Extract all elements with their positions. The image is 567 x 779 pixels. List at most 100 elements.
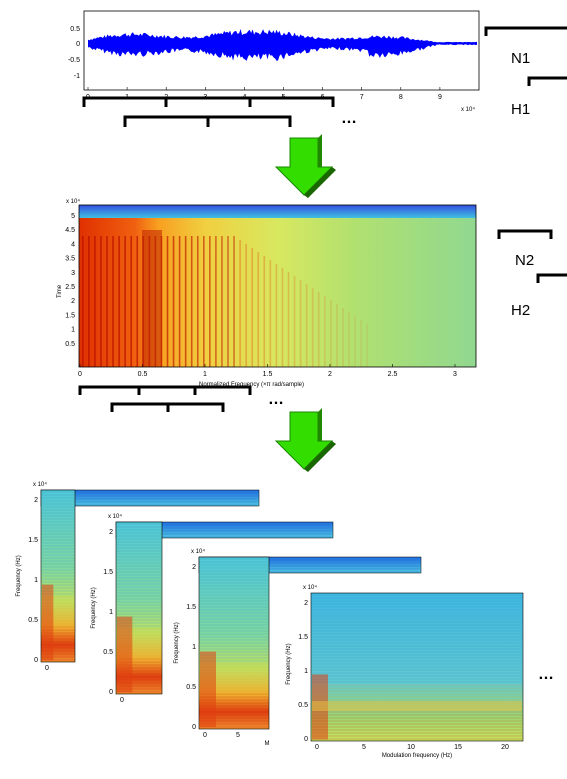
low-mod-band bbox=[42, 584, 54, 661]
spectrogram-y-tick: 5 bbox=[71, 213, 75, 220]
panel-y-tick: 0.5 bbox=[28, 617, 38, 624]
h1-legend: H1 bbox=[511, 76, 567, 118]
panel-x-tick: 5 bbox=[362, 744, 366, 751]
harmonic-stripe bbox=[311, 288, 314, 367]
dense-band bbox=[142, 230, 162, 367]
harmonic-stripe bbox=[190, 236, 193, 367]
ellipsis-1: … bbox=[341, 110, 357, 127]
panel-x-tick: 0 bbox=[120, 697, 124, 704]
harmonic-stripe bbox=[233, 236, 235, 367]
h2-legend: H2 bbox=[511, 273, 567, 319]
n1-legend: N1 bbox=[484, 26, 567, 67]
panel-x-tick: 0 bbox=[203, 732, 207, 739]
spectrogram-x-tick: 2 bbox=[328, 371, 332, 378]
harmonic-stripe bbox=[251, 248, 253, 367]
harmonic-stripe bbox=[209, 236, 211, 367]
svg-text:N1: N1 bbox=[511, 50, 530, 67]
panel-y-tick: 1.5 bbox=[186, 604, 196, 611]
panel-y-label: Frequency (Hz) bbox=[16, 555, 22, 596]
spectrogram-body bbox=[79, 205, 476, 367]
spectrogram-y-tick: 1.5 bbox=[65, 312, 75, 319]
panel-y-tick: 2 bbox=[304, 600, 308, 607]
panel-x-tick: 0 bbox=[45, 665, 49, 672]
harmonic-stripe bbox=[317, 292, 320, 367]
harmonic-stripe bbox=[130, 236, 132, 367]
harmonic-stripes bbox=[82, 230, 368, 367]
n2-legend: N2 bbox=[497, 229, 553, 269]
panel-exponent: x 10⁴ bbox=[33, 481, 47, 488]
harmonic-stripe bbox=[336, 304, 338, 367]
panel-y-tick: 1.5 bbox=[103, 569, 113, 576]
spectrogram-x-ticks: 0 0.5 1 1.5 2 2.5 3 bbox=[78, 364, 457, 378]
panel-y-tick: 2 bbox=[192, 564, 196, 571]
panel-y-tick: 0.5 bbox=[186, 684, 196, 691]
harmonic-stripe bbox=[221, 236, 223, 367]
harmonic-stripe bbox=[293, 276, 296, 367]
ellipsis-2: … bbox=[268, 391, 284, 408]
frame-brackets-2 bbox=[78, 385, 252, 412]
panel-body bbox=[115, 521, 163, 695]
spectrogram-plot: x 10⁴ Time 5 4.5 4 3.5 3 2.5 2 1.5 1 0.5 0 0.5 1 1.5… bbox=[57, 198, 477, 388]
svg-text:N2: N2 bbox=[515, 252, 534, 269]
panel-x-label: M bbox=[265, 741, 270, 747]
panel-y-tick: 2 bbox=[109, 529, 113, 536]
mod-panel-2: x 10⁴ Frequency (Hz) 2 1.5 1 0.5 00 bbox=[88, 508, 334, 714]
harmonic-stripe bbox=[94, 236, 96, 367]
panel-y-tick: 1 bbox=[109, 609, 113, 616]
spectrogram-x-tick: 0.5 bbox=[138, 371, 148, 378]
harmonic-stripe bbox=[239, 240, 241, 367]
harmonic-stripe bbox=[166, 236, 169, 367]
harmonic-stripe bbox=[287, 272, 290, 367]
spectrogram-y-tick: 4.5 bbox=[65, 227, 75, 234]
panel-y-label: Frequency (Hz) bbox=[174, 622, 180, 663]
low-mod-band bbox=[117, 616, 133, 693]
panel-y-tick: 1 bbox=[304, 668, 308, 675]
harmonic-stripe bbox=[366, 324, 368, 367]
harmonic-stripe bbox=[348, 312, 350, 367]
panel-x-tick: 10 bbox=[407, 744, 415, 751]
panel-body bbox=[310, 592, 524, 742]
waveform-x-tick: 9 bbox=[438, 94, 442, 101]
down-arrow-2 bbox=[274, 408, 336, 472]
down-arrow-1 bbox=[274, 134, 336, 198]
panel-x-tick: 15 bbox=[454, 744, 462, 751]
waveform-y-ticks: 0.5 0 -0.5 -1 bbox=[68, 26, 80, 80]
spectrogram-top-band bbox=[79, 205, 476, 218]
harmonic-stripe bbox=[82, 236, 84, 367]
spectrogram-y-tick: 0.5 bbox=[65, 341, 75, 348]
panel-y-tick: 1 bbox=[192, 644, 196, 651]
spectrogram-y-label: Time bbox=[57, 284, 63, 298]
harmonic-stripe bbox=[227, 236, 229, 367]
panel-exponent: x 10⁴ bbox=[108, 513, 122, 520]
spectrogram-y-tick: 3.5 bbox=[65, 256, 75, 263]
harmonic-stripe bbox=[184, 236, 187, 367]
waveform-x-tick: 7 bbox=[360, 94, 364, 101]
harmonic-stripe bbox=[215, 236, 217, 367]
waveform-y-tick: 0.5 bbox=[70, 26, 80, 33]
harmonic-stripe bbox=[281, 268, 284, 367]
panel-exponent: x 10⁴ bbox=[191, 548, 205, 555]
panel-y-label: Frequency (Hz) bbox=[286, 643, 292, 684]
harmonic-stripe bbox=[263, 256, 266, 367]
harmonic-stripe bbox=[118, 236, 120, 367]
harmonic-stripe bbox=[100, 236, 102, 367]
mod-panel-4: x 10⁴ Frequency (Hz) 2 1.5 1 0.5 00 5 10 15 20 Modu… bbox=[283, 579, 527, 761]
harmonic-stripe bbox=[245, 244, 247, 367]
harmonic-stripe bbox=[106, 236, 108, 367]
panel-y-tick: 2 bbox=[34, 497, 38, 504]
harmonic-stripe bbox=[203, 236, 205, 367]
spectrogram-y-tick: 4 bbox=[71, 241, 75, 248]
panel-y-label: Frequency (Hz) bbox=[91, 587, 97, 628]
harmonic-stripe bbox=[196, 236, 199, 367]
panel-y-tick: 1.5 bbox=[298, 634, 308, 641]
spectrogram-x-tick: 3 bbox=[453, 371, 457, 378]
harmonic-stripe bbox=[124, 236, 126, 367]
waveform-y-tick: 0 bbox=[76, 41, 80, 48]
harmonic-stripe bbox=[360, 320, 362, 367]
panel-y-tick: 0.5 bbox=[103, 649, 113, 656]
panel-exponent: x 10⁴ bbox=[303, 584, 317, 591]
mod-panel-1: x 10⁴ Frequency (Hz) 2 1.5 1 0.5 00 bbox=[13, 476, 260, 682]
harmonic-stripe bbox=[172, 236, 175, 367]
